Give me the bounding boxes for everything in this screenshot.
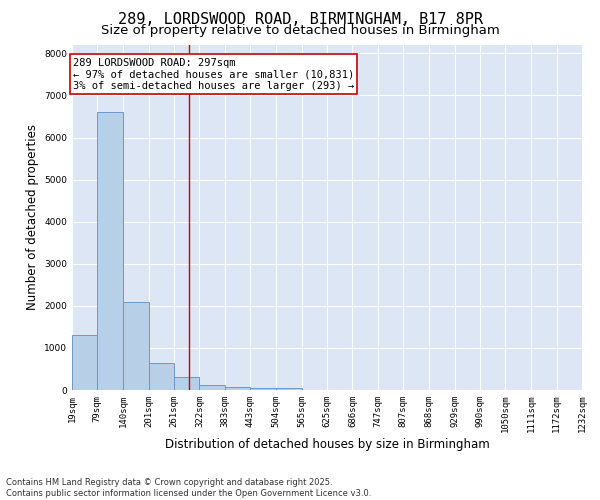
Text: Size of property relative to detached houses in Birmingham: Size of property relative to detached ho… xyxy=(101,24,499,37)
Bar xyxy=(72,336,97,390)
Bar xyxy=(97,112,123,390)
Bar xyxy=(199,385,225,390)
Text: Contains HM Land Registry data © Crown copyright and database right 2025.
Contai: Contains HM Land Registry data © Crown c… xyxy=(6,478,371,498)
Bar xyxy=(225,386,250,390)
Text: 289 LORDSWOOD ROAD: 297sqm
← 97% of detached houses are smaller (10,831)
3% of s: 289 LORDSWOOD ROAD: 297sqm ← 97% of deta… xyxy=(73,58,354,91)
Bar xyxy=(276,388,302,390)
Bar xyxy=(123,302,149,390)
Bar xyxy=(250,388,276,390)
Text: 289, LORDSWOOD ROAD, BIRMINGHAM, B17 8PR: 289, LORDSWOOD ROAD, BIRMINGHAM, B17 8PR xyxy=(118,12,482,28)
Bar xyxy=(174,378,199,390)
X-axis label: Distribution of detached houses by size in Birmingham: Distribution of detached houses by size … xyxy=(164,438,490,451)
Bar xyxy=(149,362,174,390)
Y-axis label: Number of detached properties: Number of detached properties xyxy=(26,124,38,310)
